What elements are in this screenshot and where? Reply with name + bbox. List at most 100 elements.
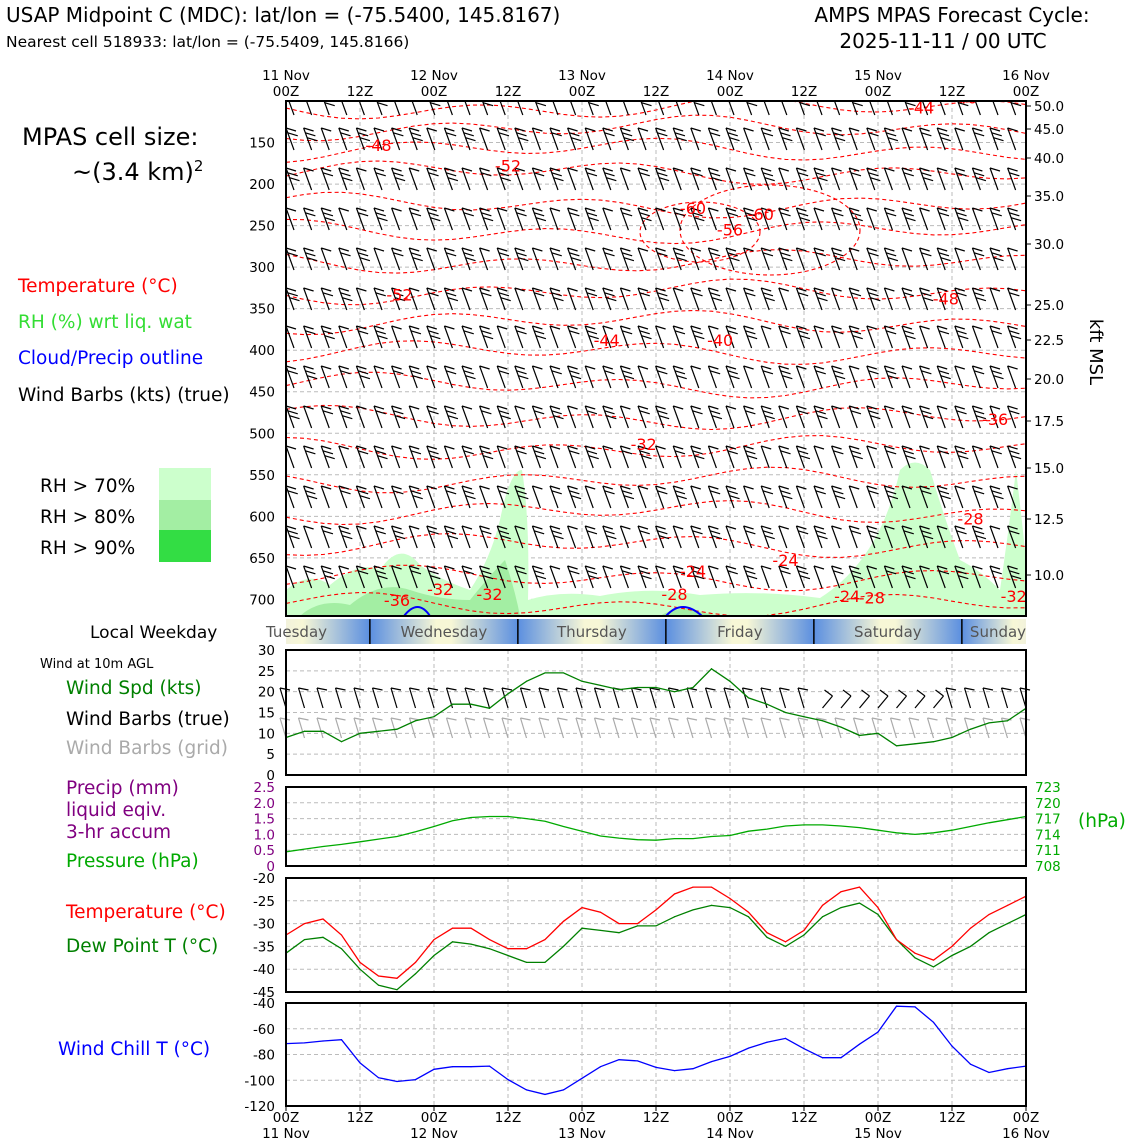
wind-barb (760, 325, 772, 349)
wind-barb (778, 445, 791, 469)
wind-barb-grid (963, 717, 975, 739)
wind-barb (355, 325, 369, 349)
wind-barb (954, 565, 969, 589)
wind-barb (919, 127, 932, 151)
windchill-line-point (1006, 1068, 1009, 1070)
wind-speed-line-point (951, 736, 953, 739)
wind-barb (760, 247, 774, 271)
wind-barb (408, 167, 420, 191)
wind-barb (657, 101, 665, 116)
wind-barb (707, 167, 723, 191)
wind-barb-grid (445, 717, 457, 739)
y-tick-label: -40 (253, 996, 275, 1012)
wind-barb (989, 325, 1002, 349)
wind-speed-line-point (877, 732, 879, 734)
wind-barb (514, 365, 529, 389)
windchill-line-point (340, 1039, 343, 1041)
temperature-contour-label: -52 (386, 285, 412, 304)
wind-barb (760, 525, 775, 549)
wind-barb (637, 485, 649, 509)
wind-barb (320, 485, 332, 509)
wind-barb (567, 247, 582, 271)
wind-barb (286, 525, 300, 549)
cell-size-exponent: 2 (194, 157, 204, 175)
wind-barb (605, 101, 612, 116)
wind-barb (848, 445, 863, 469)
wind-speed-line-point (784, 711, 787, 714)
dewpoint-line-point (729, 907, 731, 909)
wind-barb (426, 405, 439, 429)
wind-speed-line-point (710, 668, 713, 670)
wind-barb-true (408, 687, 420, 709)
y-tick-label: 15 (258, 706, 275, 722)
wind-barb (672, 445, 686, 469)
wind-barb (408, 365, 423, 389)
precip-label-1: Precip (mm) (66, 778, 179, 799)
wind-barb (443, 207, 455, 231)
wind-barb (866, 365, 879, 389)
wind-barb (496, 325, 508, 349)
temperature-line-point (951, 945, 953, 948)
wind-barb (496, 525, 511, 549)
wind-barb (707, 247, 721, 271)
wind-barb (567, 445, 580, 469)
wind-barb (584, 127, 596, 151)
windchill-line-point (581, 1077, 583, 1079)
wind-speed-line-point (340, 741, 343, 743)
wind-barb (514, 287, 525, 311)
wind-barb (408, 405, 420, 429)
temperature-contour-label: -44 (908, 98, 934, 117)
y-tick-label: -100 (244, 1073, 275, 1089)
wind-barb (904, 101, 916, 116)
wind-barb (479, 365, 490, 389)
wind-barb (373, 207, 388, 231)
wind-barb (883, 325, 897, 349)
pressure-tick-label: 600 (249, 509, 275, 525)
wind-barb (989, 445, 1002, 469)
windchill-line-point (655, 1066, 657, 1068)
wind-barb (514, 405, 525, 429)
bottom-axis-date: 15 Nov (854, 1126, 902, 1140)
temperature-line-point (340, 934, 343, 936)
wind-barb (672, 485, 687, 509)
wind-barb (1007, 207, 1022, 231)
wind-barb-true (797, 687, 809, 709)
wind-speed-line-point (914, 743, 916, 745)
wind-barb (602, 365, 615, 389)
wind-barb (286, 207, 297, 231)
wind-barb (286, 247, 298, 271)
wind-barb (640, 101, 652, 116)
wind-barb (602, 287, 617, 311)
wind-barb (514, 247, 529, 271)
y-tick-label: -80 (253, 1048, 275, 1064)
wind-barb (286, 405, 300, 429)
wind-barb (461, 565, 474, 589)
temperature-line-point (840, 891, 842, 893)
dewpoint-line-point (1006, 923, 1009, 925)
wind-barb (901, 127, 913, 151)
wind-barb (496, 365, 510, 389)
wind-barb (303, 565, 316, 589)
wind-barb (496, 445, 508, 469)
precip-label-2: liquid eqiv. (66, 800, 166, 821)
wind-barb (567, 365, 582, 389)
wind-barb (408, 525, 420, 549)
wind-barb-true (704, 687, 716, 709)
legend-cloud: Cloud/Precip outline (18, 348, 203, 369)
wind-barb-true (649, 687, 661, 709)
dewpoint-label: Dew Point T (°C) (66, 936, 218, 957)
temperature-line-point (451, 927, 454, 929)
wind-barb (778, 565, 791, 589)
wind-barb (584, 325, 599, 349)
bottom-axis-date: 13 Nov (558, 1126, 606, 1140)
wind-barb (883, 445, 897, 469)
wind-barb (391, 287, 406, 311)
wind-barb (426, 325, 441, 349)
wind-barb (443, 485, 457, 509)
wind-barb (831, 525, 842, 549)
wind-barb (443, 247, 457, 271)
wind-barb (919, 485, 932, 509)
weekday-label: Local Weekday (90, 623, 217, 643)
wind-barb (883, 207, 897, 231)
wind-barb (848, 405, 862, 429)
